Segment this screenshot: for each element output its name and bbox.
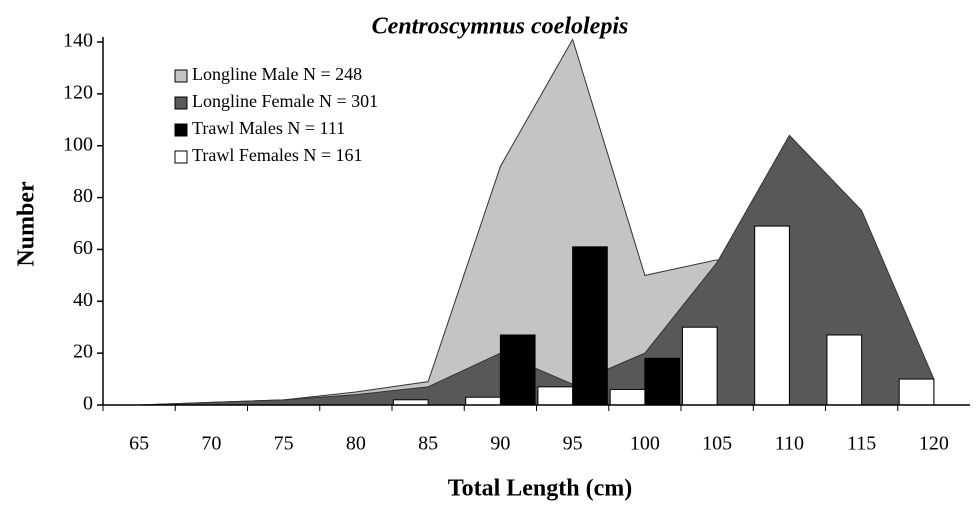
legend-swatch [174, 69, 188, 83]
x-tick-label: 95 [563, 433, 583, 455]
x-tick-label: 70 [201, 433, 221, 455]
area [139, 134, 935, 406]
x-tick-label: 115 [847, 433, 876, 455]
x-tick-label: 110 [775, 433, 804, 455]
legend-label: Longline Male N = 248 [192, 64, 362, 84]
y-tick-label: 100 [63, 133, 93, 155]
bar [499, 334, 536, 406]
x-axis-title: Total Length (cm) [448, 476, 632, 502]
x-tick-label: 80 [346, 433, 366, 455]
x-tick-label: 100 [630, 433, 660, 455]
x-tick-label: 85 [418, 433, 438, 455]
x-tick-label: 105 [702, 433, 732, 455]
legend-label: Trawl Males N = 111 [192, 118, 345, 138]
bar [537, 386, 574, 406]
bar [898, 378, 935, 406]
bar [609, 388, 646, 406]
bar [465, 396, 501, 406]
y-tick-label: 120 [63, 81, 93, 103]
legend-label: Longline Female N = 301 [192, 91, 378, 111]
y-tick-label: 80 [73, 185, 93, 207]
legend-label: Trawl Females N = 161 [192, 145, 362, 165]
y-tick-label: 140 [63, 30, 93, 52]
legend-swatch [174, 150, 188, 164]
legend-swatch [174, 96, 188, 110]
x-tick-label: 75 [274, 433, 294, 455]
y-tick-label: 60 [73, 237, 93, 259]
y-tick-label: 40 [73, 289, 93, 311]
x-tick-label: 65 [129, 433, 149, 455]
bar [392, 399, 429, 406]
bar [644, 357, 681, 406]
y-axis-title: Number [14, 181, 40, 267]
bar [572, 246, 608, 406]
bar [754, 225, 790, 406]
chart-title: Centroscymnus coelolepis [372, 14, 629, 40]
legend-swatch [174, 123, 188, 137]
y-tick-label: 20 [73, 341, 93, 363]
bar [681, 326, 718, 406]
y-tick-label: 0 [83, 393, 93, 415]
bar [826, 334, 863, 406]
x-tick-label: 120 [919, 433, 949, 455]
x-tick-label: 90 [490, 433, 510, 455]
